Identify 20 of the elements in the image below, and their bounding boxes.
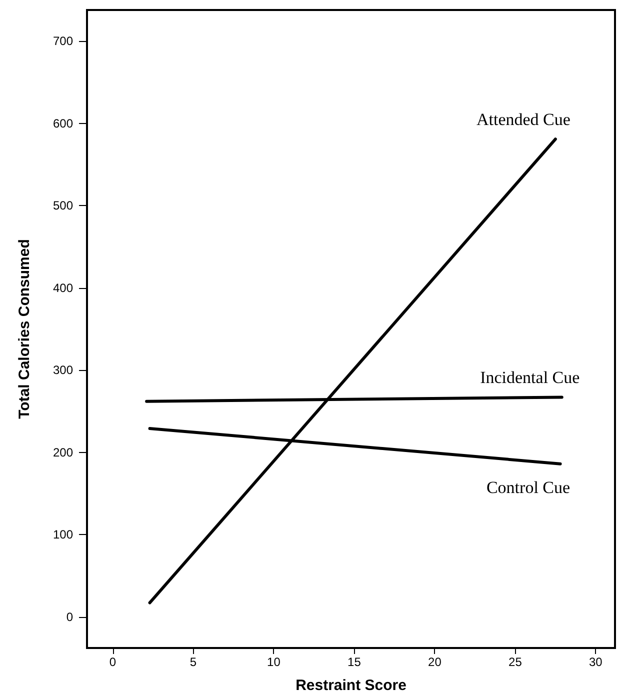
x-tick-label: 20 [428,655,442,669]
y-tick-label: 200 [52,445,74,460]
y-tick-label: 600 [52,116,74,130]
x-tick-label: 10 [267,655,281,669]
y-tick-label: 0 [66,610,74,624]
x-tick-label: 25 [508,655,522,669]
series-label: Control Cue [486,478,570,497]
y-axis-title: Total Calories Consumed [16,239,33,419]
y-tick-label: 700 [52,34,74,48]
x-tick-label: 5 [190,655,197,669]
y-tick-label: 500 [52,198,74,213]
series-label: Incidental Cue [480,368,580,388]
x-tick-label: 30 [589,655,603,669]
series-label: Attended Cue [476,110,570,130]
x-axis-title: Restraint Score [296,677,406,694]
y-tick-label: 400 [52,280,74,295]
y-tick-label: 300 [52,363,74,378]
x-tick-label: 0 [109,655,116,669]
y-tick-label: 100 [52,528,74,542]
x-tick-label: 15 [348,655,362,669]
